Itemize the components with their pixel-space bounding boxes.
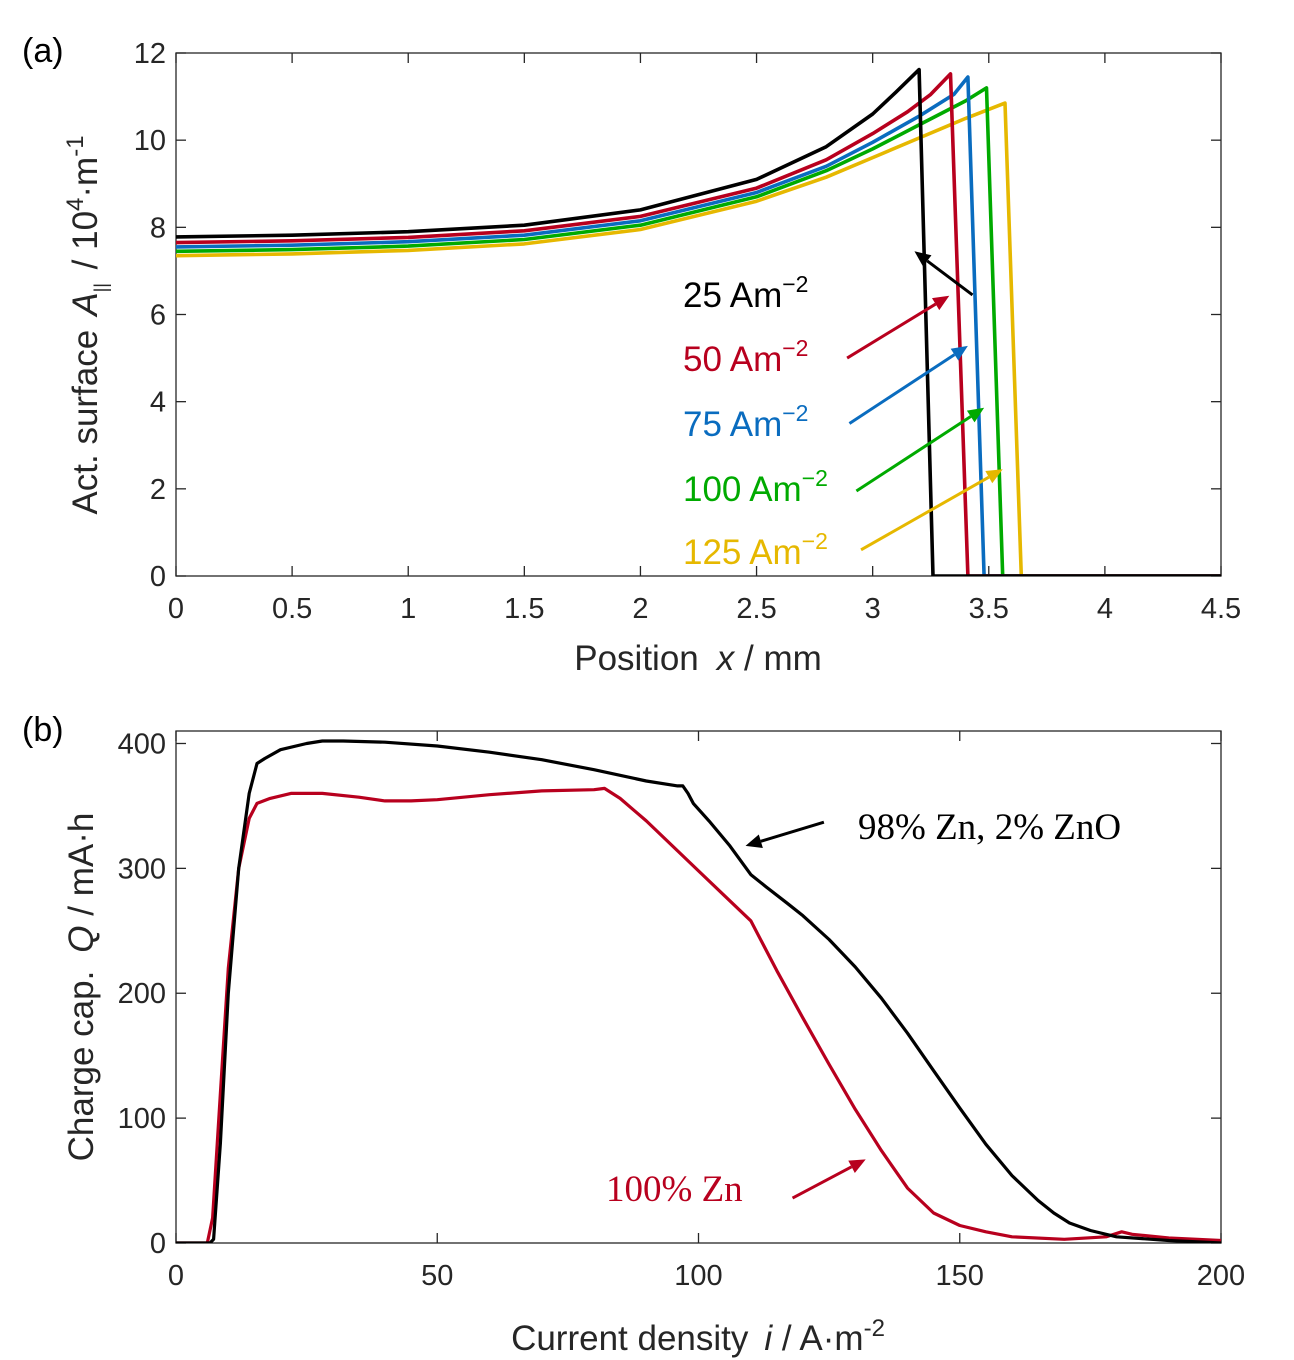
series-line-a-1 (176, 72, 1221, 576)
panel-b-series-group (176, 739, 1221, 1243)
annotation-arrow-a-1 (846, 302, 937, 360)
panel-b-arrows (745, 820, 866, 1200)
x-tick-label: 50 (421, 1260, 453, 1292)
x-tick-label: 100 (674, 1260, 722, 1292)
panel-b-ticks: 0 50 100 150 200 0 100 200 300 400 (118, 728, 1246, 1292)
x-tick-label: 1.5 (504, 593, 544, 625)
annotation-arrowhead-a-1 (931, 295, 950, 311)
y-tick-label: 4 (150, 387, 166, 419)
x-tick-label: 1 (400, 593, 416, 625)
x-tick-label: 0.5 (272, 593, 312, 625)
series-line-a-4 (176, 101, 1221, 576)
x-tick-label: 0 (168, 1260, 184, 1292)
y-tick-label: 6 (150, 300, 166, 332)
x-tick-label: 3 (865, 593, 881, 625)
series-line-a-2 (176, 75, 1221, 576)
annotation-100: 100 Am−2 (683, 465, 828, 509)
annotation-arrow-a-0 (926, 259, 974, 297)
x-tick-label: 150 (936, 1260, 984, 1292)
annotation-arrowhead-a-0 (914, 251, 932, 267)
panel-a-y-axis-label: Act. surfaceA|| / 104·m-1 (62, 135, 111, 514)
x-tick-label: 200 (1197, 1260, 1245, 1292)
annotation-arrowhead-b-0 (745, 834, 763, 848)
y-tick-label: 0 (150, 1228, 166, 1260)
x-tick-label: 4 (1097, 593, 1113, 625)
y-tick-label: 300 (118, 853, 166, 885)
panel-a-x-axis-label: Position x / mm (574, 639, 822, 678)
panel-b: (b) 0 50 100 150 200 0 100 200 300 400 98% Zn, 2%… (22, 711, 1245, 1358)
y-tick-label: 8 (150, 212, 166, 244)
y-tick-label: 10 (134, 125, 166, 157)
panel-a-label: (a) (22, 32, 64, 70)
x-tick-label: 4.5 (1201, 593, 1241, 625)
annotation-arrow-b-0 (760, 820, 825, 843)
annotation-arrow-a-4 (860, 475, 990, 552)
panel-a-arrows (846, 251, 1003, 552)
y-tick-label: 2 (150, 474, 166, 506)
x-tick-label: 2 (632, 593, 648, 625)
y-tick-label: 400 (118, 728, 166, 760)
y-tick-label: 0 (150, 561, 166, 593)
y-tick-label: 200 (118, 978, 166, 1010)
annotation-125: 125 Am−2 (683, 528, 828, 572)
annotation-arrowhead-a-4 (985, 469, 1003, 484)
series-line-a-0 (176, 67, 1221, 576)
annotation-50: 50 Am−2 (683, 335, 808, 379)
annotation-arrowhead-a-3 (966, 407, 985, 423)
panel-a: (a) 0 0.5 1 1.5 2 2.5 3 3.5 4 4.5 0 2 4 6 8 10 12 25 Am−… (22, 32, 1241, 678)
series-line-b-0 (176, 739, 1221, 1243)
y-tick-label: 12 (134, 38, 166, 70)
annotation-25: 25 Am−2 (683, 271, 808, 315)
panel-a-ticks: 0 0.5 1 1.5 2 2.5 3 3.5 4 4.5 0 2 4 6 8 10 12 (134, 38, 1241, 625)
annotation-75: 75 Am−2 (683, 400, 808, 444)
y-tick-label: 100 (118, 1103, 166, 1135)
panel-a-series-group (176, 67, 1221, 576)
x-tick-label: 0 (168, 593, 184, 625)
series-line-b-1 (176, 786, 1221, 1243)
x-tick-label: 2.5 (736, 593, 776, 625)
annotation-arrow-a-3 (855, 415, 972, 493)
annotation-100-zn: 100% Zn (606, 1169, 743, 1210)
panel-a-annotations: 25 Am−2 50 Am−2 75 Am−2 100 Am−2 125 Am−… (683, 271, 828, 572)
annotation-arrowhead-b-1 (848, 1159, 866, 1174)
annotation-98-zn: 98% Zn, 2% ZnO (858, 807, 1121, 848)
series-line-a-3 (176, 86, 1221, 576)
annotation-arrowhead-a-2 (950, 345, 968, 361)
annotation-arrow-b-1 (791, 1165, 853, 1200)
x-tick-label: 3.5 (969, 593, 1009, 625)
panel-b-x-axis-label: Current density i / A·m-2 (511, 1315, 885, 1358)
panel-b-y-axis-label: Charge cap.Q / mA·h (62, 813, 101, 1162)
annotation-arrow-a-2 (848, 353, 956, 425)
panel-b-label: (b) (22, 711, 64, 749)
